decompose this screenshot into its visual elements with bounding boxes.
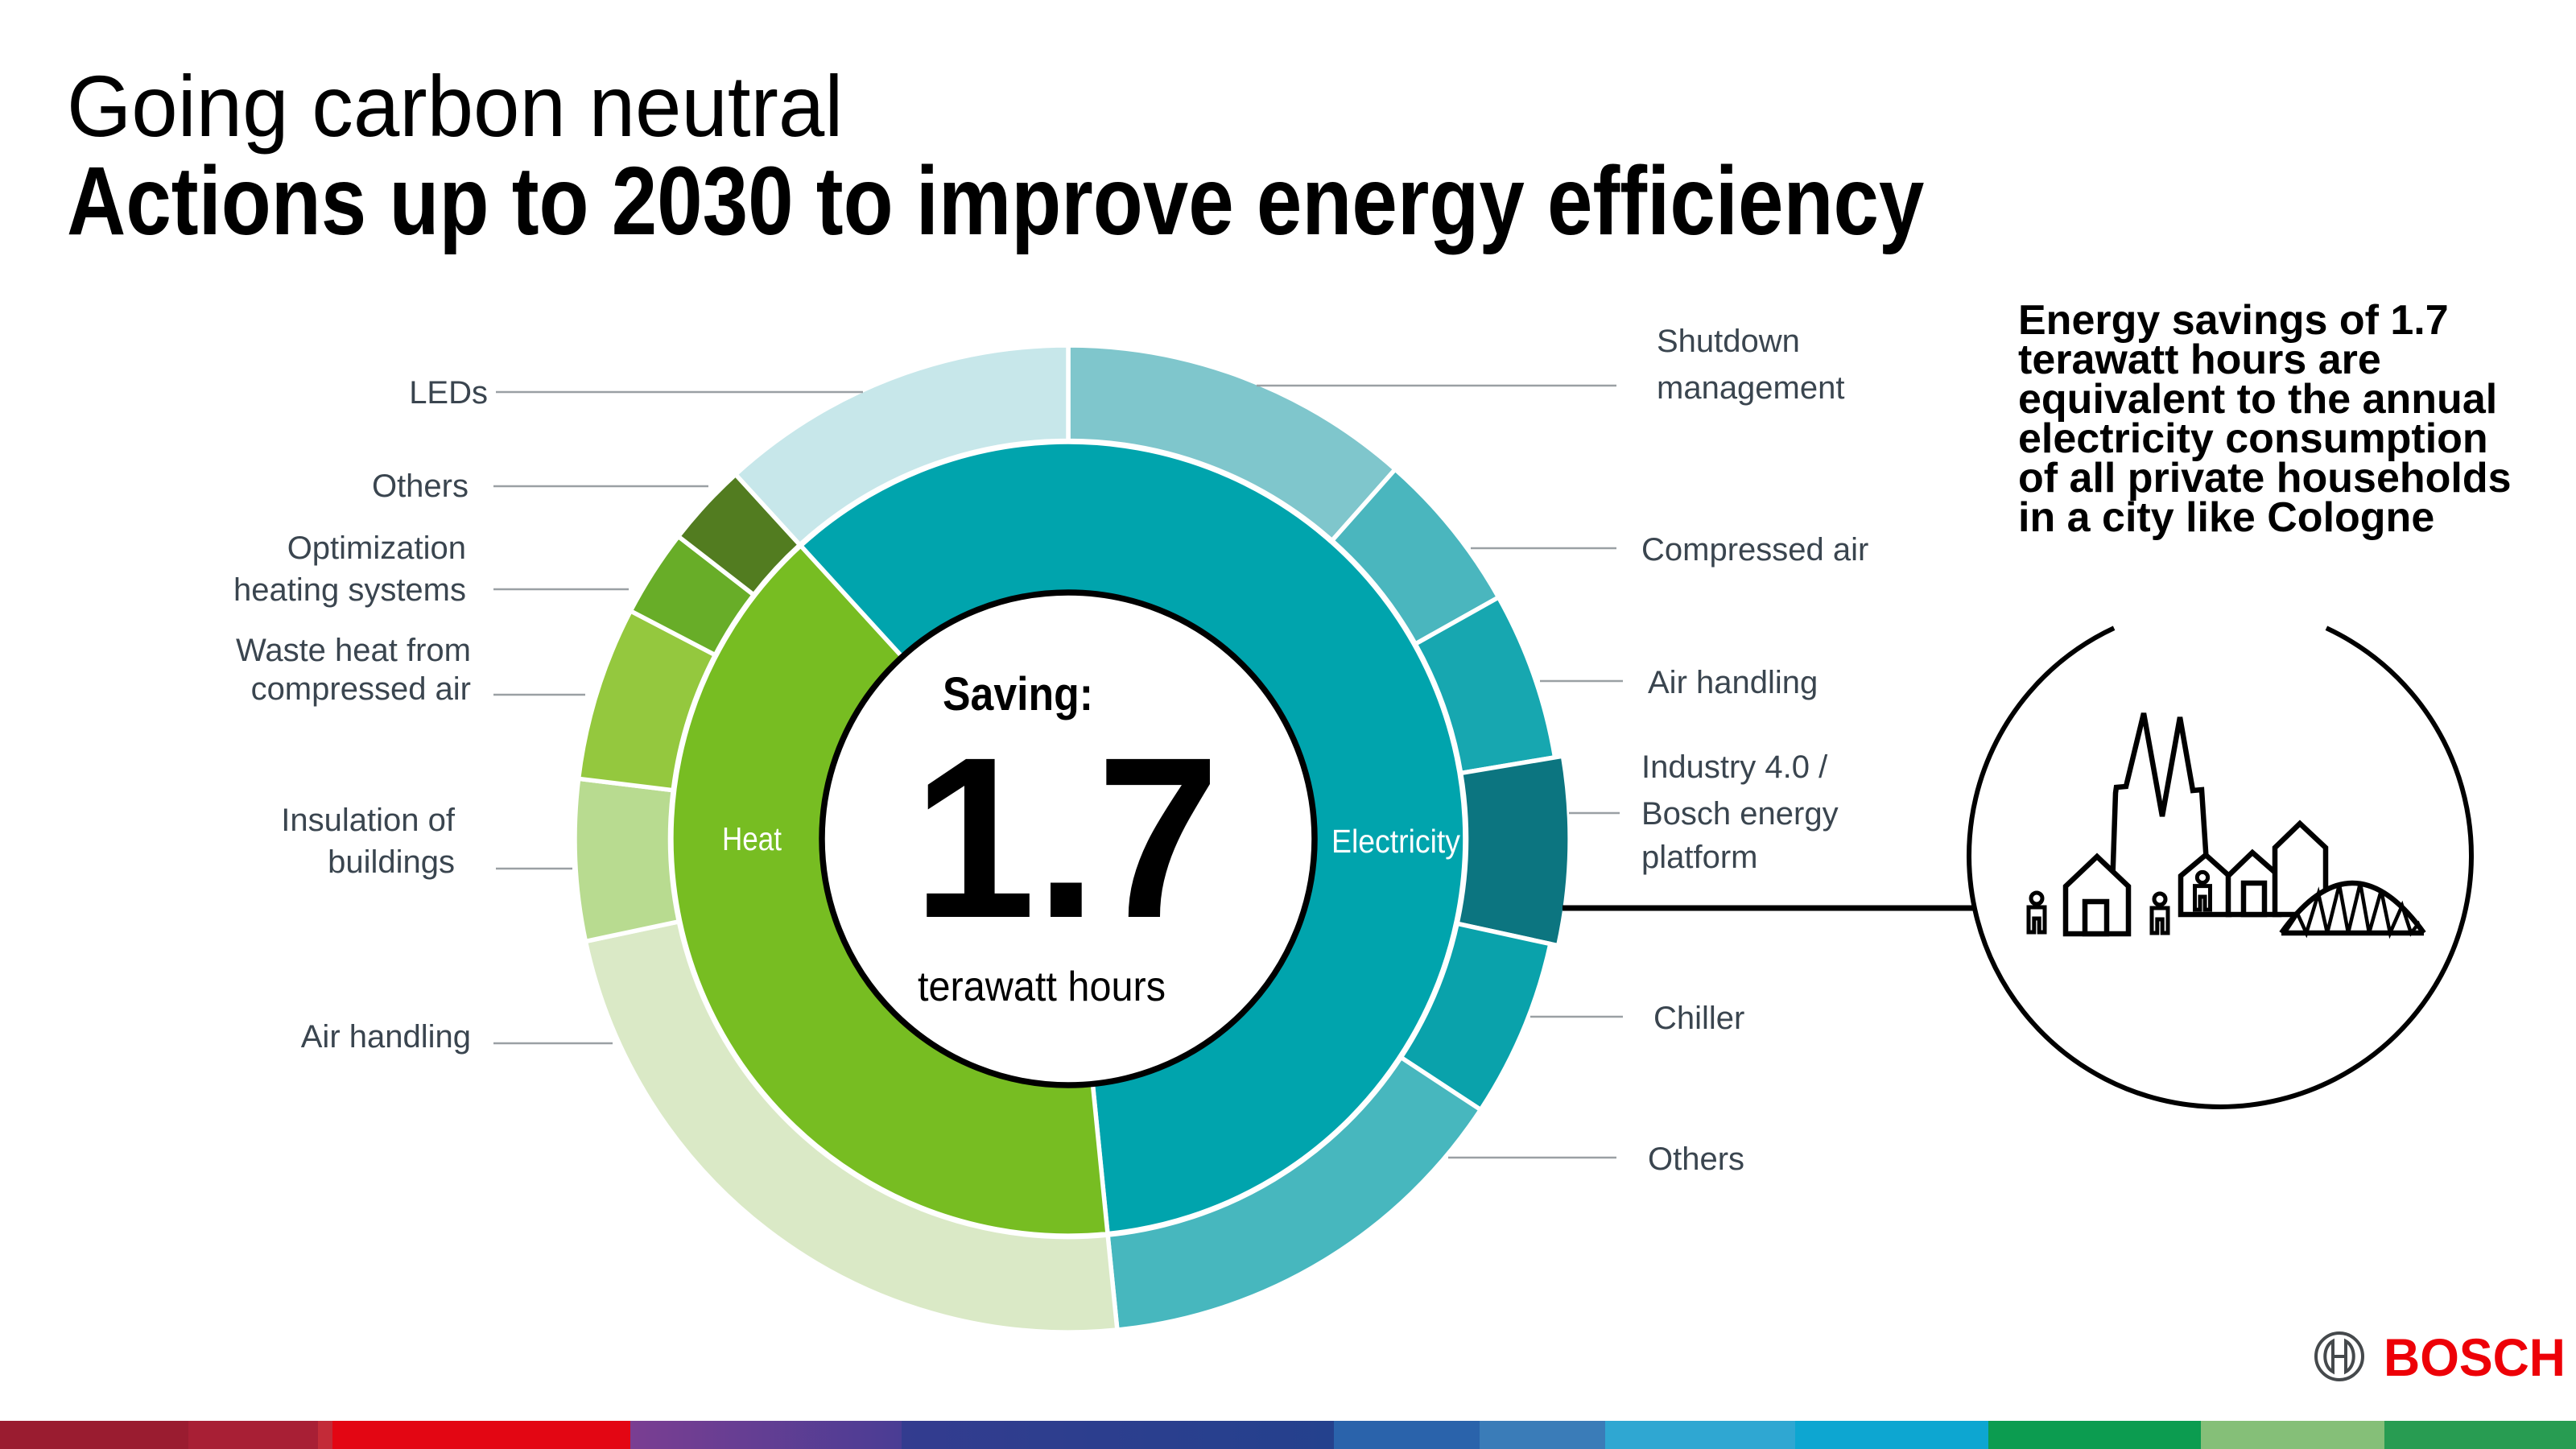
svg-text:Industry 4.0 /: Industry 4.0 /: [1641, 749, 1828, 785]
svg-text:terawatt hours are: terawatt hours are: [2018, 336, 2381, 383]
svg-text:compressed air: compressed air: [251, 671, 471, 707]
svg-text:Air handling: Air handling: [1648, 665, 1818, 700]
svg-text:Optimization: Optimization: [287, 530, 466, 566]
svg-text:Waste heat from: Waste heat from: [236, 633, 471, 668]
svg-text:electricity consumption: electricity consumption: [2018, 415, 2488, 462]
svg-text:LEDs: LEDs: [409, 375, 488, 411]
svg-text:Saving:: Saving:: [943, 668, 1093, 720]
svg-text:management: management: [1657, 370, 1844, 406]
svg-text:terawatt hours: terawatt hours: [918, 964, 1166, 1010]
svg-text:Shutdown: Shutdown: [1657, 324, 1800, 359]
svg-text:equivalent to the annual: equivalent to the annual: [2018, 376, 2497, 423]
svg-text:platform: platform: [1641, 840, 1758, 875]
svg-text:Heat: Heat: [722, 820, 782, 857]
svg-text:Energy savings of 1.7: Energy savings of 1.7: [2018, 297, 2449, 344]
svg-text:heating systems: heating systems: [233, 572, 466, 608]
svg-text:Electricity: Electricity: [1331, 823, 1460, 860]
svg-text:Compressed air: Compressed air: [1641, 532, 1868, 568]
svg-text:Air handling: Air handling: [301, 1019, 471, 1055]
svg-text:1.7: 1.7: [913, 710, 1220, 966]
svg-text:Bosch energy: Bosch energy: [1641, 796, 1839, 832]
svg-text:of all private households: of all private households: [2018, 455, 2512, 502]
svg-text:Chiller: Chiller: [1653, 1001, 1744, 1036]
svg-text:BOSCH: BOSCH: [2384, 1327, 2566, 1387]
svg-text:Others: Others: [1648, 1141, 1744, 1177]
svg-text:Others: Others: [372, 469, 469, 504]
svg-text:in a city like Cologne: in a city like Cologne: [2018, 494, 2434, 541]
svg-text:Insulation of: Insulation of: [281, 803, 456, 838]
svg-text:buildings: buildings: [328, 844, 455, 880]
